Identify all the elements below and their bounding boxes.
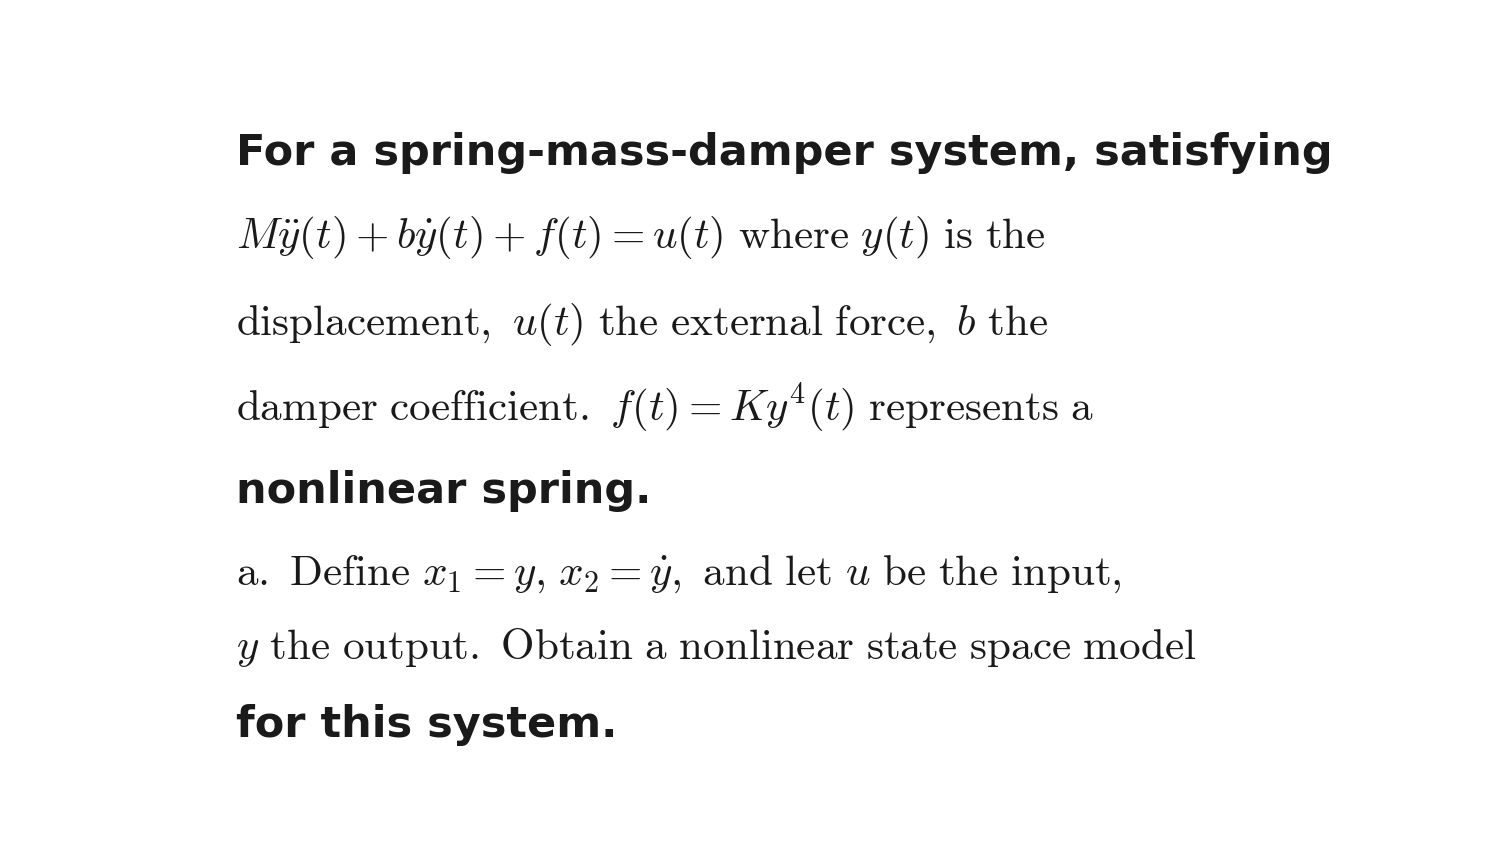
Text: $\mathrm{displacement,}\ u(t)\ \mathrm{the\ external\ force,}\ b\ \mathrm{the}$: $\mathrm{displacement,}\ u(t)\ \mathrm{t… <box>237 301 1048 348</box>
Text: $\mathrm{a.\ Define}\ x_1 = y\mathrm{,}\ x_2 = \dot{y}\mathrm{,\ and\ let}\ u\ \: $\mathrm{a.\ Define}\ x_1 = y\mathrm{,}\… <box>237 554 1122 595</box>
Text: For a spring-mass-damper system, satisfying: For a spring-mass-damper system, satisfy… <box>237 132 1334 174</box>
Text: $\mathrm{damper\ coefficient.}\ f(t) = Ky^{4}(t)\ \mathrm{represents\ a}$: $\mathrm{damper\ coefficient.}\ f(t) = K… <box>237 381 1095 435</box>
Text: for this system.: for this system. <box>237 704 618 746</box>
Text: $M\ddot{y}(t) + b\dot{y}(t) + f(t) = u(t)\ \mathrm{where}\ y(t)\ \mathrm{is\ the: $M\ddot{y}(t) + b\dot{y}(t) + f(t) = u(t… <box>237 214 1046 261</box>
Text: $y\ \mathrm{the\ output.\ Obtain\ a\ nonlinear\ state\ space\ model}$: $y\ \mathrm{the\ output.\ Obtain\ a\ non… <box>237 626 1197 669</box>
Text: nonlinear spring.: nonlinear spring. <box>237 470 651 512</box>
